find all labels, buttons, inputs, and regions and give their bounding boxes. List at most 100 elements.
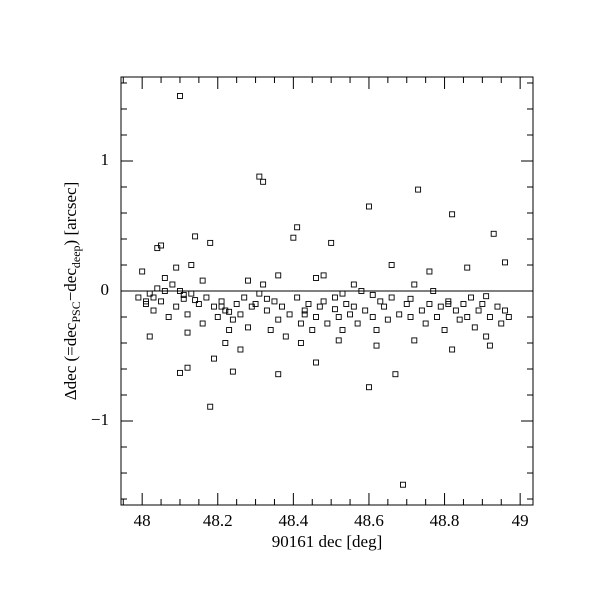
point — [305, 301, 312, 307]
point — [146, 290, 153, 297]
point — [366, 384, 372, 391]
point — [188, 290, 195, 297]
point — [471, 324, 478, 331]
point — [354, 320, 361, 327]
x-tick-label: 48.4 — [278, 511, 308, 530]
point — [275, 272, 282, 279]
point — [339, 290, 346, 297]
point — [418, 307, 425, 314]
point — [309, 327, 316, 333]
point — [407, 295, 414, 302]
point — [316, 303, 323, 310]
point — [320, 298, 327, 305]
point — [256, 173, 263, 180]
point — [377, 298, 384, 305]
point — [158, 242, 165, 249]
point — [267, 327, 274, 333]
y-label-sub: deep — [69, 245, 83, 268]
point — [437, 303, 444, 310]
point — [165, 314, 172, 320]
point — [184, 364, 191, 371]
x-tick-label: 48 — [134, 511, 151, 530]
point — [483, 333, 490, 340]
point — [214, 314, 221, 320]
point — [222, 340, 229, 346]
point — [297, 320, 304, 327]
y-tick-label: 0 — [101, 280, 110, 299]
point — [373, 342, 380, 349]
point — [233, 301, 240, 307]
point — [192, 297, 199, 304]
point — [184, 329, 191, 336]
point — [237, 311, 244, 318]
point — [505, 314, 512, 320]
point — [226, 308, 233, 315]
point — [158, 298, 165, 305]
point — [161, 275, 168, 281]
point — [328, 239, 335, 246]
x-tick-label: 48.2 — [203, 511, 233, 530]
point — [245, 324, 251, 331]
y-axis-label: Δdec (=decPSC−decdeep) [arcsec] — [61, 182, 83, 401]
point — [486, 342, 493, 349]
x-tick-label: 49 — [512, 511, 529, 530]
point — [207, 239, 214, 246]
point — [331, 306, 338, 313]
point — [222, 307, 229, 314]
point — [396, 311, 403, 318]
point — [486, 314, 493, 320]
point — [490, 230, 497, 237]
point — [449, 346, 456, 353]
point — [335, 337, 342, 344]
point — [392, 371, 399, 378]
point — [411, 281, 418, 288]
point — [260, 178, 267, 185]
point — [245, 277, 251, 284]
point — [430, 288, 437, 294]
point — [184, 311, 191, 318]
y-tick-label: −1 — [91, 410, 109, 429]
point — [313, 314, 319, 320]
x-axis-label: 90161 dec [deg] — [272, 532, 382, 551]
point — [313, 275, 319, 281]
y-label-sub: PSC — [69, 301, 83, 322]
point — [388, 294, 395, 301]
point — [199, 320, 206, 327]
point — [180, 291, 187, 298]
point — [335, 314, 342, 320]
point — [173, 264, 180, 271]
point — [339, 327, 346, 333]
point — [203, 294, 210, 301]
point — [150, 307, 157, 314]
point — [177, 93, 183, 99]
point — [301, 307, 308, 314]
point — [407, 314, 414, 320]
point — [207, 403, 214, 410]
point — [384, 316, 391, 323]
point — [502, 259, 508, 266]
point — [301, 311, 308, 318]
point — [142, 298, 149, 305]
point — [199, 277, 206, 284]
point — [260, 281, 267, 288]
point — [483, 293, 490, 300]
point — [464, 264, 471, 271]
point — [139, 268, 146, 275]
point — [358, 288, 365, 294]
point — [173, 303, 180, 310]
point — [460, 301, 467, 307]
point — [271, 298, 278, 305]
point — [169, 281, 176, 288]
point — [415, 186, 422, 193]
point — [150, 294, 157, 301]
point — [369, 314, 376, 320]
point — [343, 301, 350, 307]
point — [331, 294, 338, 301]
x-tick-label: 48.6 — [354, 511, 384, 530]
point — [211, 355, 217, 362]
point — [275, 316, 282, 323]
point — [294, 224, 301, 231]
y-label-part: ) [arcsec] — [61, 182, 80, 246]
point — [226, 327, 233, 333]
